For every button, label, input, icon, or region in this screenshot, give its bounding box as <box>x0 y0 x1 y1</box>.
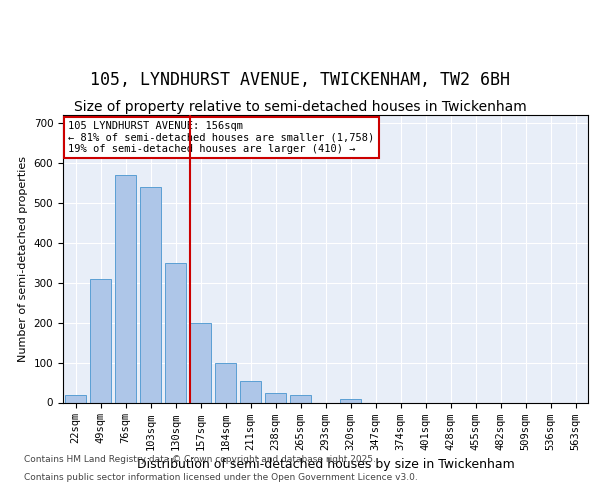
Text: 105 LYNDHURST AVENUE: 156sqm
← 81% of semi-detached houses are smaller (1,758)
1: 105 LYNDHURST AVENUE: 156sqm ← 81% of se… <box>68 120 374 154</box>
Bar <box>140 187 161 402</box>
Bar <box>90 278 111 402</box>
Bar <box>115 175 136 402</box>
Bar <box>190 322 211 402</box>
Y-axis label: Number of semi-detached properties: Number of semi-detached properties <box>18 156 28 362</box>
Text: 105, LYNDHURST AVENUE, TWICKENHAM, TW2 6BH: 105, LYNDHURST AVENUE, TWICKENHAM, TW2 6… <box>90 71 510 89</box>
Bar <box>165 262 186 402</box>
Bar <box>65 394 86 402</box>
Bar <box>340 398 361 402</box>
Text: Size of property relative to semi-detached houses in Twickenham: Size of property relative to semi-detach… <box>74 100 526 114</box>
Bar <box>290 396 311 402</box>
Text: Contains HM Land Registry data © Crown copyright and database right 2025.: Contains HM Land Registry data © Crown c… <box>24 455 376 464</box>
Bar <box>265 392 286 402</box>
Bar <box>240 380 261 402</box>
Bar <box>215 362 236 403</box>
X-axis label: Distribution of semi-detached houses by size in Twickenham: Distribution of semi-detached houses by … <box>137 458 514 471</box>
Text: Contains public sector information licensed under the Open Government Licence v3: Contains public sector information licen… <box>24 472 418 482</box>
